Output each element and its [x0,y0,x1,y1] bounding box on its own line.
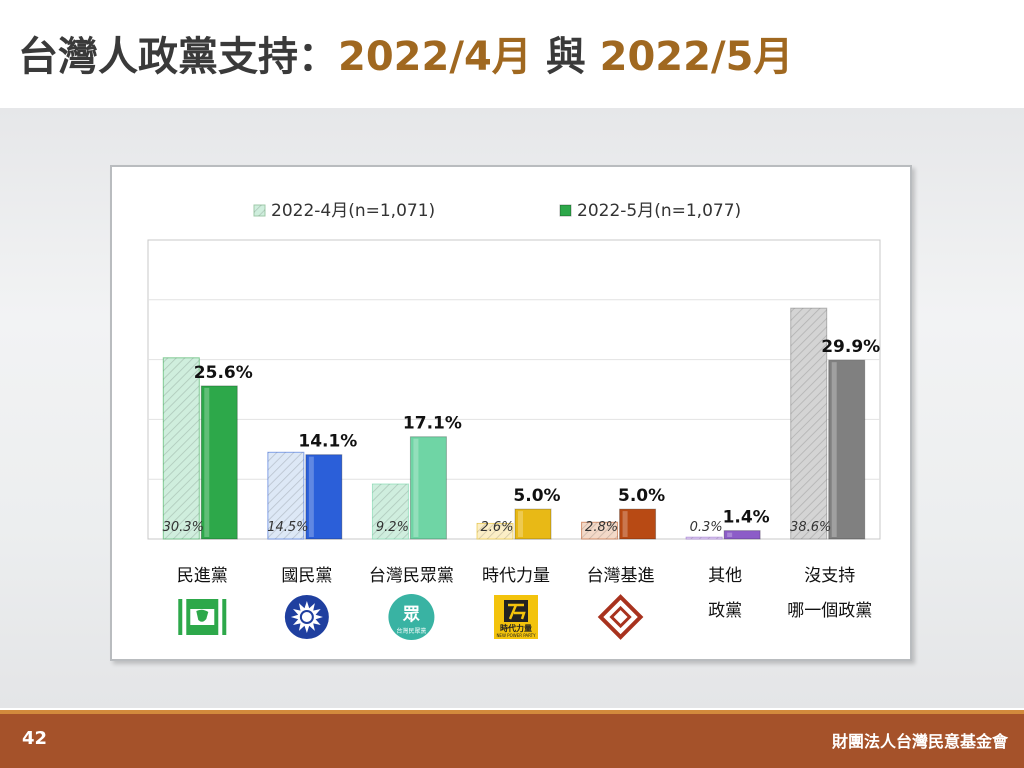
bar-april-hatch [686,537,723,539]
bar-april-hatch [581,522,618,539]
title-conjunction: 與 [531,34,600,80]
legend-swatch-april-hatch [254,205,265,216]
logo-island [196,609,209,622]
data-label-april: 30.3% [163,520,204,535]
category-label: 時代力量 [482,566,550,586]
bar-may-shine [518,511,523,537]
chart-legend: 2022-4月(n=1,071) 2022-5月(n=1,077) [253,201,741,221]
dpp-logo-icon [178,599,227,635]
bar-april-hatch [372,483,409,539]
page-number: 42 [22,728,48,749]
logo-stripe [182,599,187,635]
category-label: 民進黨 [177,566,228,586]
plot-area: 30.3% 25.6% 民進黨 14.5% 14.1% 國民黨 9.2% 17.1% 台灣民眾黨… [147,239,881,621]
data-label-april: 9.2% [376,520,409,535]
bar-may [305,454,343,540]
logo-subtext: 台灣民眾黨 [396,627,426,635]
data-label-may: 29.9% [821,337,880,357]
bar-may-shine [204,387,210,537]
category-label: 沒支持 [804,566,855,586]
category-label: 台灣基進 [587,566,655,586]
bar-may-shine [413,438,419,537]
category-label: 台灣民眾黨 [369,566,454,586]
logo-diamond-inner [609,605,632,629]
data-label-may: 25.6% [194,363,253,383]
organization-name: 財團法人台灣民意基金會 [831,732,1008,751]
data-label-april: 38.6% [790,520,831,535]
bar-april-hatch [790,308,827,539]
data-label-april: 2.6% [480,520,513,535]
kmt-logo-icon [284,595,329,639]
data-label-april: 14.5% [267,520,308,535]
bar-may [723,530,761,540]
title-main: 台灣人政黨支持： [18,34,338,80]
bar-may-shine [727,532,733,537]
data-label-may: 5.0% [513,486,560,506]
bar-may [409,436,447,540]
bar-may-shine [622,511,628,537]
category-label: 哪一個政黨 [787,601,872,621]
bar-may [200,385,238,540]
category-label: 其他 [708,566,742,586]
legend-swatch-may [559,204,572,217]
logo-glyph [508,603,526,620]
data-label-may: 1.4% [723,508,770,528]
bar-may-shine [831,362,837,537]
category-label: 政黨 [708,601,742,621]
title-date-may: 2022/5月 [599,34,794,80]
logo-text: 眾 [402,605,420,625]
title-date-april: 2022/4月 [338,34,532,80]
logo-mark [504,600,528,622]
logo-stripe [218,599,223,635]
bar-chart: 30.3% 25.6% 民進黨 14.5% 14.1% 國民黨 9.2% 17.1% 台灣民眾黨… [147,201,881,640]
legend-label-april: 2022-4月(n=1,071) [271,201,435,221]
bar-may [619,508,657,540]
category-label: 國民黨 [281,566,332,586]
data-label-may: 17.1% [403,414,462,434]
legend-label-may: 2022-5月(n=1,077) [577,201,741,221]
bar-may [514,508,552,540]
data-label-may: 14.1% [298,432,357,452]
bar-april-hatch [477,523,513,539]
bar-may-shine [308,456,314,537]
tsp-logo-icon [597,594,644,640]
logo-diamond [597,594,644,640]
logo-core-inner [301,612,312,622]
bar-april-hatch [163,357,200,539]
logo-text: 時代力量 [500,623,532,633]
footer-bar: 42 財團法人台灣民意基金會 [0,710,1024,768]
data-label-may: 5.0% [618,486,665,506]
logo-disc [388,594,435,640]
logo-subtext: NEW POWER PARTY [496,633,536,638]
bar-may [828,359,866,540]
bar-april-hatch [267,452,304,539]
page-title: 台灣人政黨支持：2022/4月 與 2022/5月 [18,22,793,92]
chart-frame: 30.3% 25.6% 民進黨 14.5% 14.1% 國民黨 9.2% 17.1% 台灣民眾黨… [110,165,912,661]
data-label-april: 2.8% [585,520,618,535]
data-label-april: 0.3% [690,520,723,535]
